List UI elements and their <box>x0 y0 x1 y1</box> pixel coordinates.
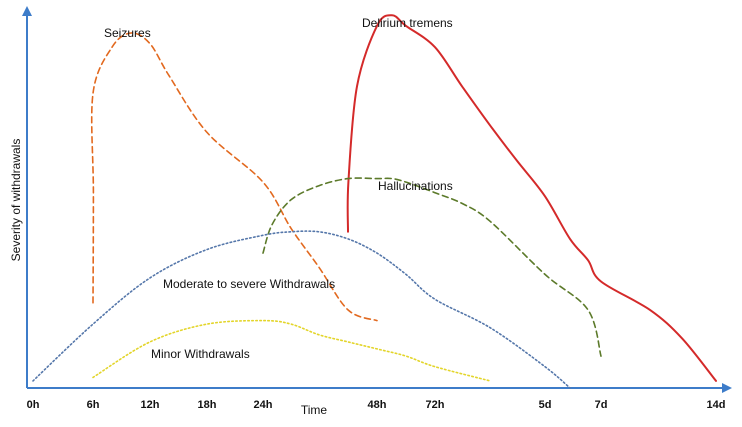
axes <box>22 6 732 393</box>
x-tick-12h: 12h <box>141 399 160 411</box>
x-tick-7d: 7d <box>595 399 608 411</box>
x-tick-72h: 72h <box>426 399 445 411</box>
x-tick-18h: 18h <box>198 399 217 411</box>
x-tick-24h: 24h <box>254 399 273 411</box>
x-tick-48h: 48h <box>368 399 387 411</box>
y-axis-title: Severity of withdrawals <box>9 139 23 262</box>
x-tick-14d: 14d <box>707 399 726 411</box>
series-label-delirium-tremens: Delirium tremens <box>362 16 453 30</box>
x-tick-6h: 6h <box>87 399 100 411</box>
series-labels: Seizures Delirium tremens Hallucinations Mo… <box>104 16 453 361</box>
series-line-seizures <box>90 32 378 322</box>
x-axis-title: Time <box>301 403 328 417</box>
x-axis-arrow <box>722 383 732 393</box>
x-tick-0h: 0h <box>27 399 40 411</box>
x-tick-labels: 0h 6h 12h 18h 24h 48h 72h 5d 7d 14d <box>27 399 726 411</box>
series-label-minor: Minor Withdrawals <box>151 347 250 361</box>
series-line-minor <box>92 319 491 382</box>
series-label-moderate-severe: Moderate to severe Withdrawals <box>163 277 335 291</box>
series-line-delirium-tremens <box>346 14 717 382</box>
y-axis-arrow <box>22 6 32 16</box>
series-line-moderate-severe <box>32 230 571 389</box>
series-label-seizures: Seizures <box>104 26 151 40</box>
x-tick-5d: 5d <box>539 399 552 411</box>
series-layer <box>32 14 717 389</box>
series-line-hallucinations <box>262 177 602 357</box>
series-label-hallucinations: Hallucinations <box>378 179 453 193</box>
